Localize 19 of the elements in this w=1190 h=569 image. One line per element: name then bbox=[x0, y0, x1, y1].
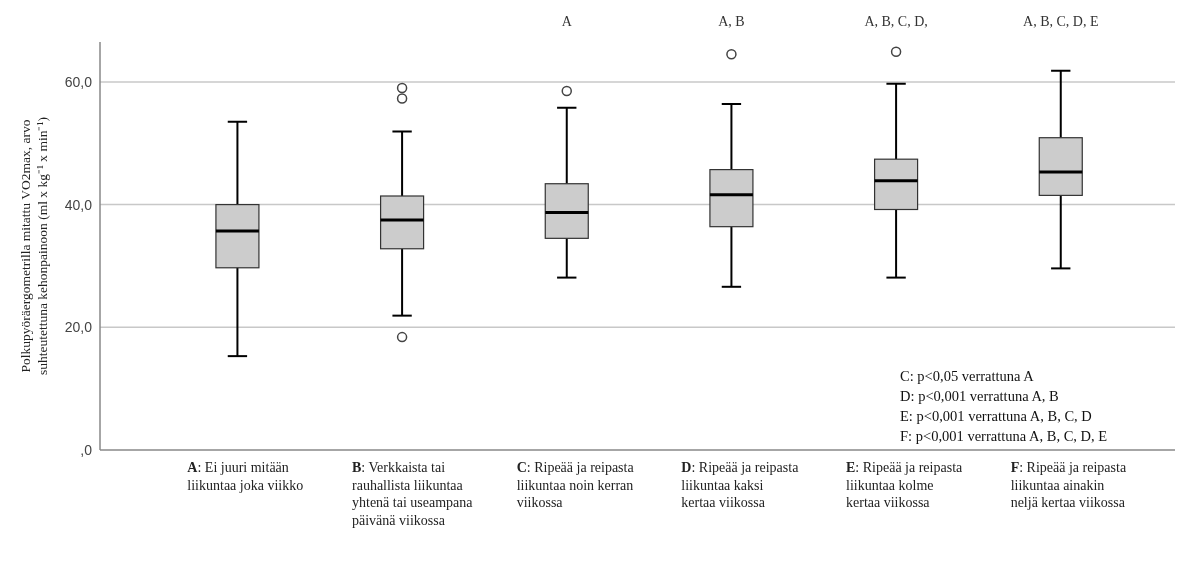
annotation: D: p<0,001 verrattuna A, B bbox=[900, 387, 1060, 406]
x-tick-label: E: Ripeää ja reipasta liikuntaa kolme kertaa viikossa bbox=[846, 460, 964, 510]
x-tick-label: F: Ripeää ja reipasta liikuntaa ainakin neljä kertaa viikossa bbox=[1010, 460, 1127, 510]
y-tick-label: 20,0 bbox=[64, 319, 93, 336]
annotation: C: p<0,05 verrattuna A bbox=[900, 367, 1035, 386]
x-tick-label: D: Ripeää ja reipasta liikuntaa kaksi kertaa viikossa bbox=[681, 460, 800, 510]
x-tick-label: C: Ripeää ja reipasta liikuntaa noin kerran viikossa bbox=[516, 460, 635, 510]
x-tick-label: A: Ei juuri mitään liikuntaa joka viikko bbox=[187, 460, 304, 493]
y-tick-label: 40,0 bbox=[64, 196, 93, 213]
annotation: F: p<0,001 verrattuna A, B, C, D, E bbox=[900, 427, 1108, 446]
y-tick-label: ,0 bbox=[80, 441, 93, 458]
text: A, B, C, D, bbox=[864, 14, 928, 29]
x-tick-label: B: Verkkaista tai rauhallista liikuntaa yhtenä tai useampana päivänä viikossa bbox=[352, 460, 474, 528]
text: A bbox=[561, 14, 573, 29]
y-tick-label: 60,0 bbox=[64, 73, 93, 90]
y-axis-title: Polkupyöräergometrilla mitattu VO2max, arvo suhteutettuna kehonpainoon (ml x kg⁻¹ x min⁻¹) bbox=[18, 116, 50, 376]
text: A, B, C, D, E bbox=[1023, 14, 1099, 29]
annotation: E: p<0,001 verrattuna A, B, C, D bbox=[900, 407, 1093, 426]
text: A, B bbox=[718, 14, 745, 29]
